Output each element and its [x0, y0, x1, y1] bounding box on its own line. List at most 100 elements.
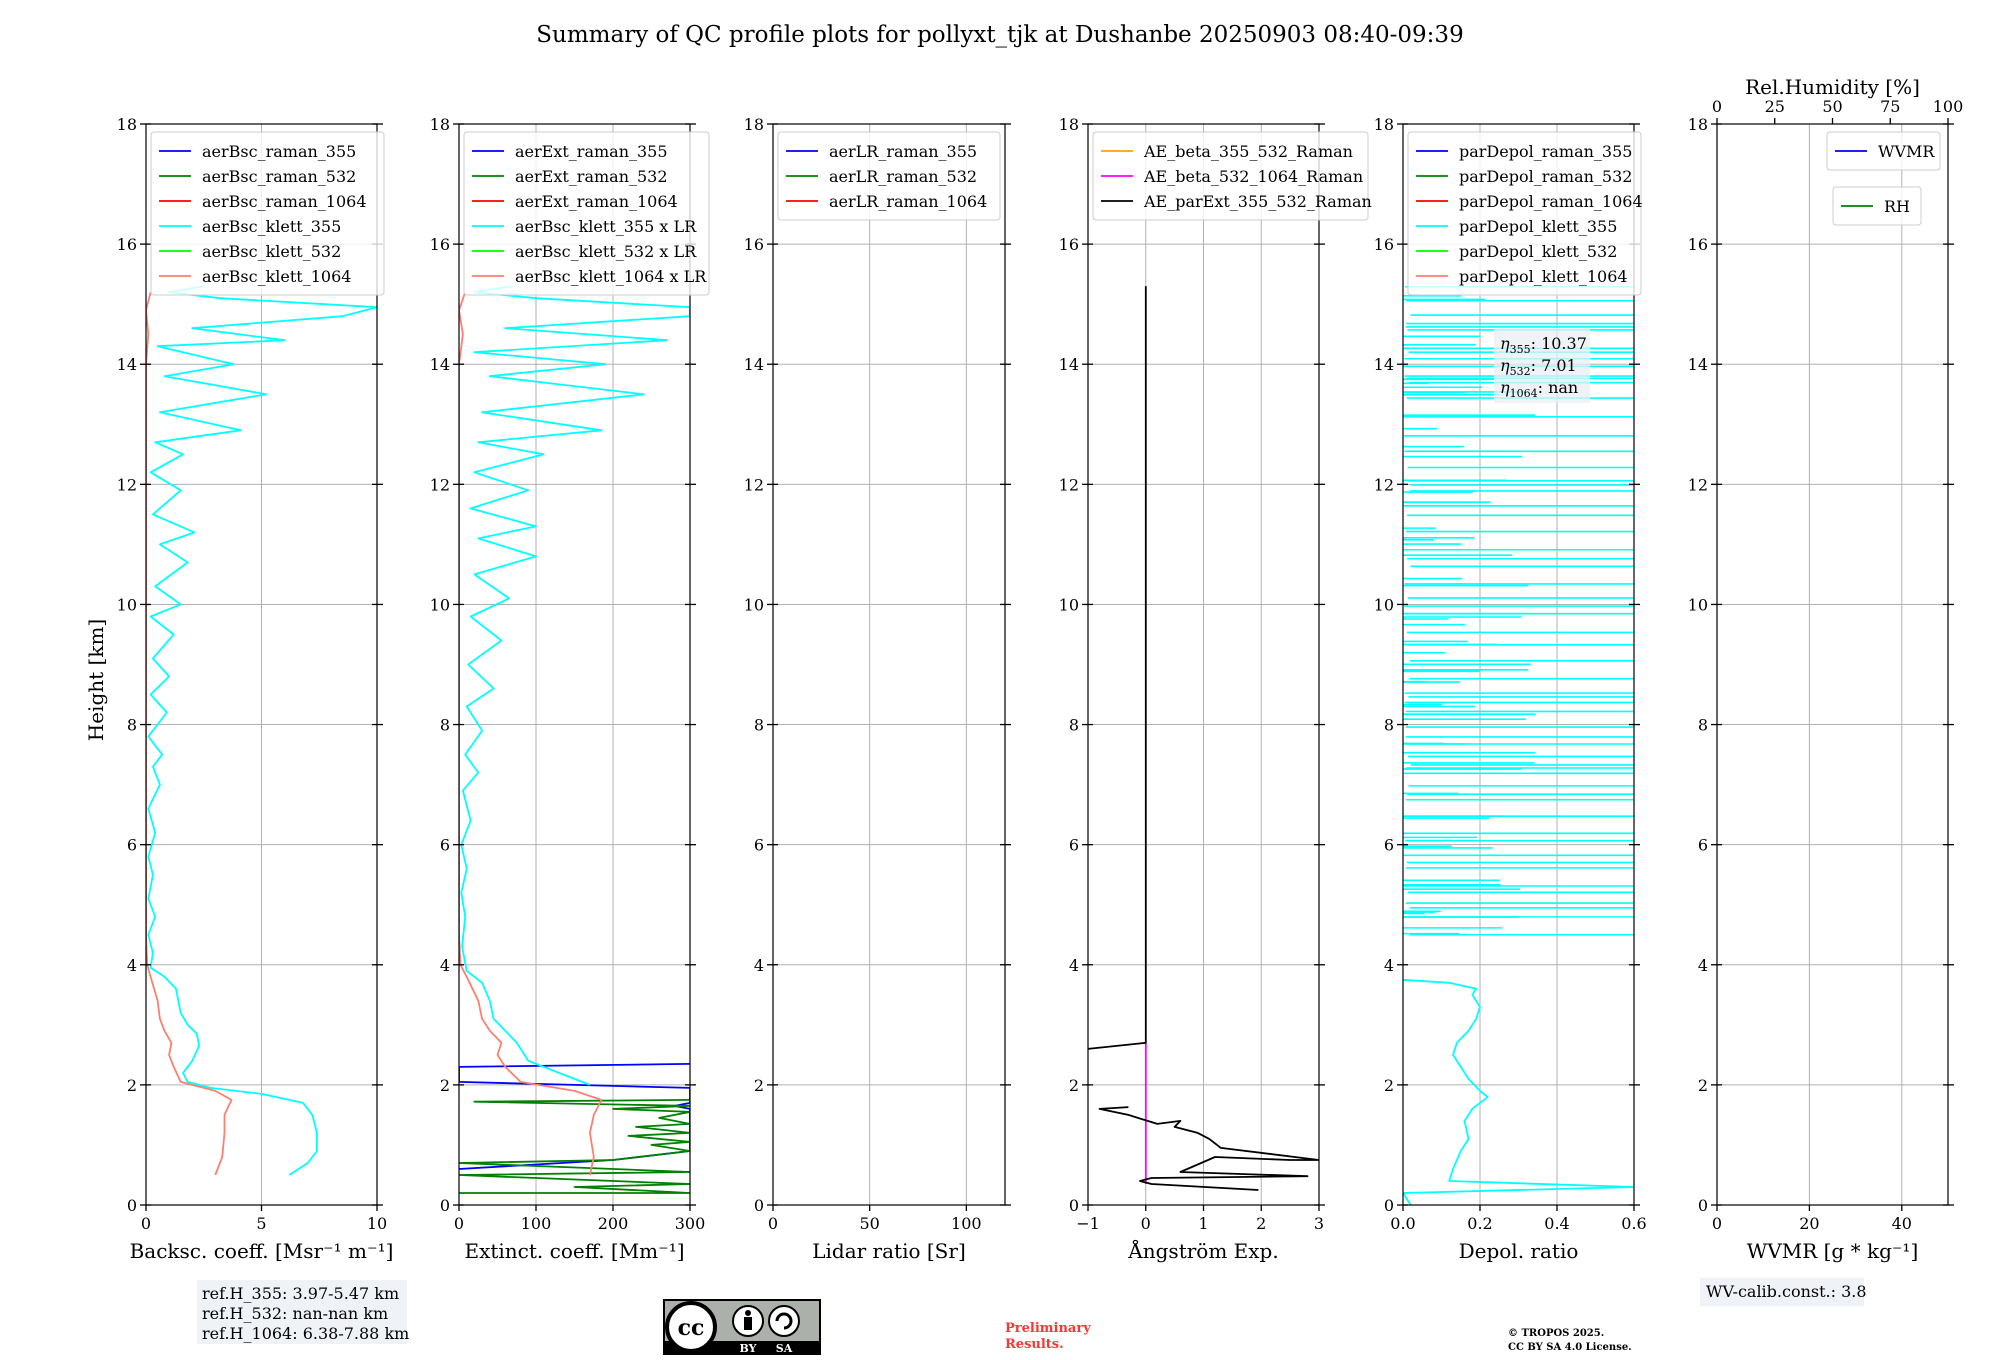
y-tick-label: 2 — [1698, 1076, 1708, 1095]
badge-sa-label: SA — [776, 1342, 793, 1355]
eta-value: : 7.01 — [1531, 356, 1577, 375]
panel-bsc: 0 2 4 6 8 10 12 14 16 18 0 5 10 Backsc. coeff. [Msr⁻¹… — [117, 115, 409, 1344]
x-tick-label: 0.4 — [1544, 1214, 1569, 1233]
y-tick-label: 4 — [1384, 956, 1394, 975]
legend-label: aerBsc_klett_532 x LR — [515, 242, 697, 261]
y-tick-label: 8 — [440, 716, 450, 735]
y-tick-label: 6 — [127, 836, 137, 855]
annot-line: ref.H_532: nan-nan km — [202, 1304, 388, 1323]
x-axis-label: Extinct. coeff. [Mm⁻¹] — [464, 1239, 684, 1263]
panel-depol: 0 2 4 6 8 10 12 14 16 18 0.0 0.2 0.4 0.6 Depol. ratio p… — [1374, 115, 1647, 1263]
legend-label: parDepol_klett_532 — [1459, 242, 1617, 261]
copyright-line2: CC BY SA 4.0 License. — [1508, 1342, 1632, 1353]
legend: aerExt_raman_355 aerExt_raman_532 aerExt_r… — [463, 131, 710, 296]
legend-box — [1092, 131, 1369, 221]
annot-box — [1494, 328, 1590, 403]
legend-label: aerBsc_klett_355 x LR — [515, 217, 697, 236]
annot-line: η532: 7.01 — [1500, 356, 1577, 378]
x-tick-label: 3 — [1314, 1214, 1324, 1233]
sa-arrow-icon — [775, 1312, 793, 1330]
y-tick-label: 12 — [744, 475, 764, 494]
eta-subscript: 532 — [1510, 365, 1531, 378]
y-tick-label: 18 — [744, 115, 764, 134]
y-tick-label: 2 — [1384, 1076, 1394, 1095]
legend-label: RH — [1884, 197, 1910, 216]
x-axis-label: Depol. ratio — [1459, 1239, 1579, 1263]
x-axis-label: Lidar ratio [Sr] — [812, 1239, 966, 1263]
y-tick-label: 14 — [1374, 355, 1394, 374]
top-x-tick-label: 75 — [1880, 97, 1900, 116]
y-tick-label: 16 — [430, 235, 450, 254]
y-tick-label: 16 — [744, 235, 764, 254]
legend-label: aerBsc_raman_355 — [202, 142, 356, 161]
y-tick-label: 4 — [127, 956, 137, 975]
y-tick-label: 2 — [440, 1076, 450, 1095]
y-tick-label: 0 — [1384, 1196, 1394, 1215]
x-tick-label: 2 — [1256, 1214, 1266, 1233]
eta-subscript: 355 — [1510, 343, 1531, 356]
annot-line: ref.H_355: 3.97-5.47 km — [202, 1284, 399, 1303]
legend-label: parDepol_raman_1064 — [1459, 192, 1643, 211]
legend-rh: RH — [1832, 186, 1922, 226]
legend-box — [1832, 186, 1922, 226]
y-tick-label: 4 — [1069, 956, 1079, 975]
legend-label: AE_beta_532_1064_Raman — [1143, 167, 1363, 186]
x-axis-label: Ångström Exp. — [1127, 1238, 1278, 1263]
annot-line: η1064: nan — [1500, 378, 1578, 400]
x-axis-label: WVMR [g * kg⁻¹] — [1747, 1239, 1919, 1263]
panel-data — [146, 285, 377, 1176]
legend-label: aerBsc_raman_1064 — [202, 192, 367, 211]
legend-box — [1826, 131, 1941, 171]
y-tick-label: 18 — [1688, 115, 1708, 134]
x-tick-label: 0 — [454, 1214, 464, 1233]
panel-data — [459, 285, 690, 1194]
x-tick-label: 0.0 — [1390, 1214, 1415, 1233]
y-tick-label: 12 — [117, 475, 137, 494]
y-tick-label: 8 — [1069, 716, 1079, 735]
legend-label: parDepol_raman_355 — [1459, 142, 1632, 161]
x-tick-label: 5 — [256, 1214, 266, 1233]
y-tick-label: 8 — [127, 716, 137, 735]
x-tick-label: −1 — [1076, 1214, 1100, 1233]
legend-label: aerExt_raman_1064 — [515, 192, 678, 211]
legend-box — [463, 131, 710, 296]
y-tick-label: 0 — [440, 1196, 450, 1215]
y-tick-label: 10 — [1688, 595, 1708, 614]
y-tick-label: 6 — [1384, 836, 1394, 855]
panel-frame — [772, 123, 1006, 1206]
legend-label: aerBsc_klett_532 — [202, 242, 341, 261]
y-tick-label: 12 — [1688, 475, 1708, 494]
eta-symbol: η — [1500, 356, 1510, 375]
y-tick-label: 10 — [430, 595, 450, 614]
legend-label: parDepol_klett_1064 — [1459, 267, 1628, 286]
license-badge: cc BY SA — [663, 1299, 821, 1355]
y-tick-label: 4 — [1698, 956, 1708, 975]
x-tick-label: 300 — [675, 1214, 706, 1233]
x-tick-label: 0.6 — [1621, 1214, 1646, 1233]
y-tick-label: 0 — [754, 1196, 764, 1215]
series-AE_parExt_355_532_Raman — [1098, 1106, 1319, 1191]
x-tick-label: 10 — [367, 1214, 387, 1233]
top-x-tick-label: 100 — [1933, 97, 1964, 116]
x-tick-label: 0 — [1712, 1214, 1722, 1233]
y-tick-label: 18 — [1374, 115, 1394, 134]
by-head-icon — [745, 1310, 751, 1316]
legend-box — [150, 131, 385, 296]
legend: AE_beta_355_532_Raman AE_beta_532_1064_Ra… — [1092, 131, 1372, 221]
top-axis-label: Rel.Humidity [%] — [1745, 75, 1920, 99]
eta-value: : 10.37 — [1531, 334, 1587, 353]
legend: parDepol_raman_355 parDepol_raman_532 parD… — [1407, 131, 1643, 296]
legend-label: AE_beta_355_532_Raman — [1143, 142, 1353, 161]
legend-box — [777, 131, 1001, 221]
series-aerBsc_klett_1064 — [146, 291, 233, 1176]
x-tick-label: 1 — [1198, 1214, 1208, 1233]
y-tick-label: 4 — [440, 956, 450, 975]
y-tick-label: 14 — [117, 355, 137, 374]
x-tick-label: 20 — [1799, 1214, 1819, 1233]
figure-title: Summary of QC profile plots for pollyxt_… — [536, 22, 1463, 48]
y-tick-label: 0 — [1698, 1196, 1708, 1215]
eta-symbol: η — [1500, 334, 1510, 353]
